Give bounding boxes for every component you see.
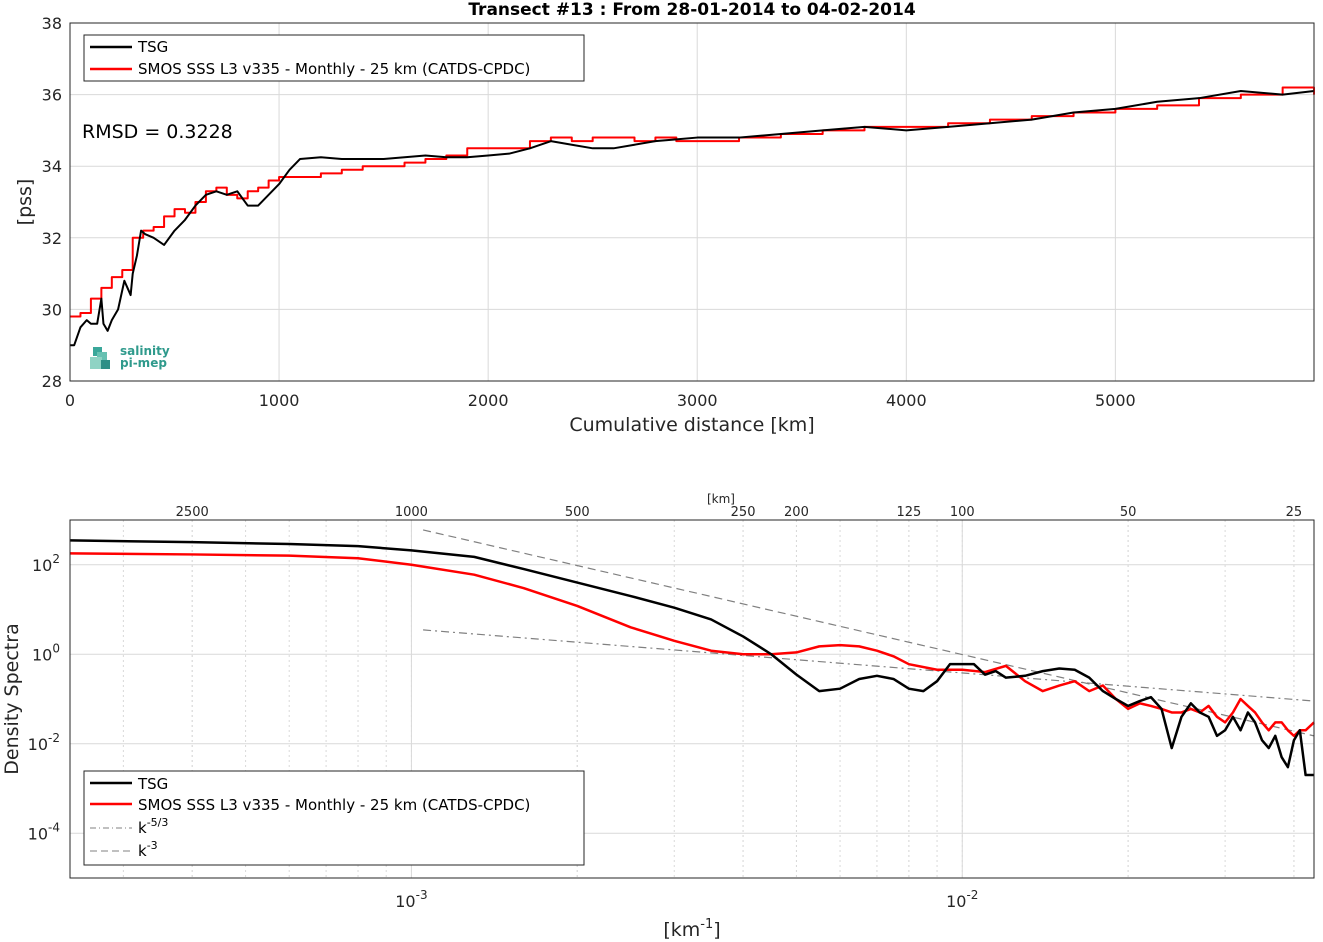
bottom-y-tick-label: 10-4	[28, 820, 60, 843]
bottom-top-axis-tick-label: 1000	[395, 505, 428, 520]
top-x-tick-label: 5000	[1095, 391, 1136, 410]
top-series-group	[70, 86, 1315, 347]
top-y-tick-label: 28	[42, 372, 62, 391]
bottom-series-smos-line	[69, 552, 1315, 738]
top-y-tick-label: 34	[42, 157, 62, 176]
bottom-top-axis-tick-label: 25	[1286, 505, 1303, 520]
bottom-top-axis-tick-label: 500	[565, 505, 590, 520]
bottom-y-tick-label: 100	[32, 641, 60, 664]
top-x-tick-label: 4000	[886, 391, 927, 410]
top-y-tick-label: 32	[42, 229, 62, 248]
salinity-pi-mep-logo: salinity pi-mep	[90, 344, 170, 370]
top-y-axis-label: [pss]	[14, 179, 36, 226]
bottom-x-axis-label: [km-1]	[663, 917, 720, 941]
top-series-smos-line	[70, 86, 1315, 318]
bottom-top-axis-tick-label: 200	[784, 505, 809, 520]
bottom-legend-label-tsg: TSG	[137, 775, 168, 793]
bottom-legend-label-k3: k-3	[138, 839, 158, 860]
bottom-legend-label-k53: k-5/3	[138, 816, 168, 837]
bottom-top-axis-label: [km]	[707, 492, 735, 506]
top-x-tick-label: 1000	[259, 391, 300, 410]
bottom-top-axis-tick-label: 2500	[176, 505, 209, 520]
logo-text-pimep: pi-mep	[120, 356, 167, 370]
bottom-y-tick-label: 10-2	[28, 731, 60, 754]
bottom-series-group	[69, 529, 1315, 777]
bottom-top-axis-tick-label: 250	[731, 505, 756, 520]
bottom-series-k53-line	[423, 629, 1315, 702]
top-legend: TSG SMOS SSS L3 v335 - Monthly - 25 km (…	[83, 34, 585, 82]
top-x-tick-label: 3000	[677, 391, 718, 410]
top-legend-box	[83, 34, 585, 82]
top-legend-label-smos: SMOS SSS L3 v335 - Monthly - 25 km (CATD…	[138, 60, 530, 78]
top-y-tick-label: 30	[42, 300, 62, 319]
top-x-tick-label: 2000	[468, 391, 509, 410]
bottom-plot-frame	[69, 519, 1315, 879]
bottom-legend: TSG SMOS SSS L3 v335 - Monthly - 25 km (…	[83, 770, 585, 866]
top-tick-labels: 0 1000 2000 3000 4000 5000 28 30 32 34 36 38	[42, 14, 1136, 410]
rmsd-annotation: RMSD = 0.3228	[82, 121, 233, 143]
top-grid	[70, 23, 1314, 381]
bottom-top-axis-tick-label: 100	[950, 505, 975, 520]
top-legend-label-tsg: TSG	[137, 38, 168, 56]
top-series-tsg-line	[70, 90, 1315, 347]
top-plot-frame	[69, 22, 1315, 382]
top-y-tick-label: 38	[42, 14, 62, 33]
bottom-top-axis-tick-label: 50	[1120, 505, 1137, 520]
top-chart-title: Transect #13 : From 28-01-2014 to 04-02-…	[468, 0, 916, 20]
bottom-grid	[70, 520, 1314, 878]
bottom-series-k3-line	[422, 529, 1315, 737]
top-x-axis-label: Cumulative distance [km]	[569, 414, 814, 436]
bottom-top-axis-tick-label: 125	[896, 505, 921, 520]
bottom-top-axis-labels: 2500 1000 500 250 200 125 100 50 25	[176, 505, 1303, 520]
bottom-y-axis-label: Density Spectra	[1, 623, 23, 774]
bottom-y-tick-label: 102	[32, 552, 60, 575]
bottom-x-tick-label: 10-3	[395, 888, 427, 911]
bottom-series-tsg-line	[69, 539, 1314, 777]
top-x-tick-label: 0	[65, 391, 75, 410]
logo-text-salinity: salinity	[120, 344, 170, 358]
bottom-legend-label-smos: SMOS SSS L3 v335 - Monthly - 25 km (CATD…	[138, 796, 530, 814]
bottom-legend-box	[83, 770, 585, 866]
bottom-x-tick-label: 10-2	[946, 888, 978, 911]
top-y-tick-label: 36	[42, 86, 62, 105]
